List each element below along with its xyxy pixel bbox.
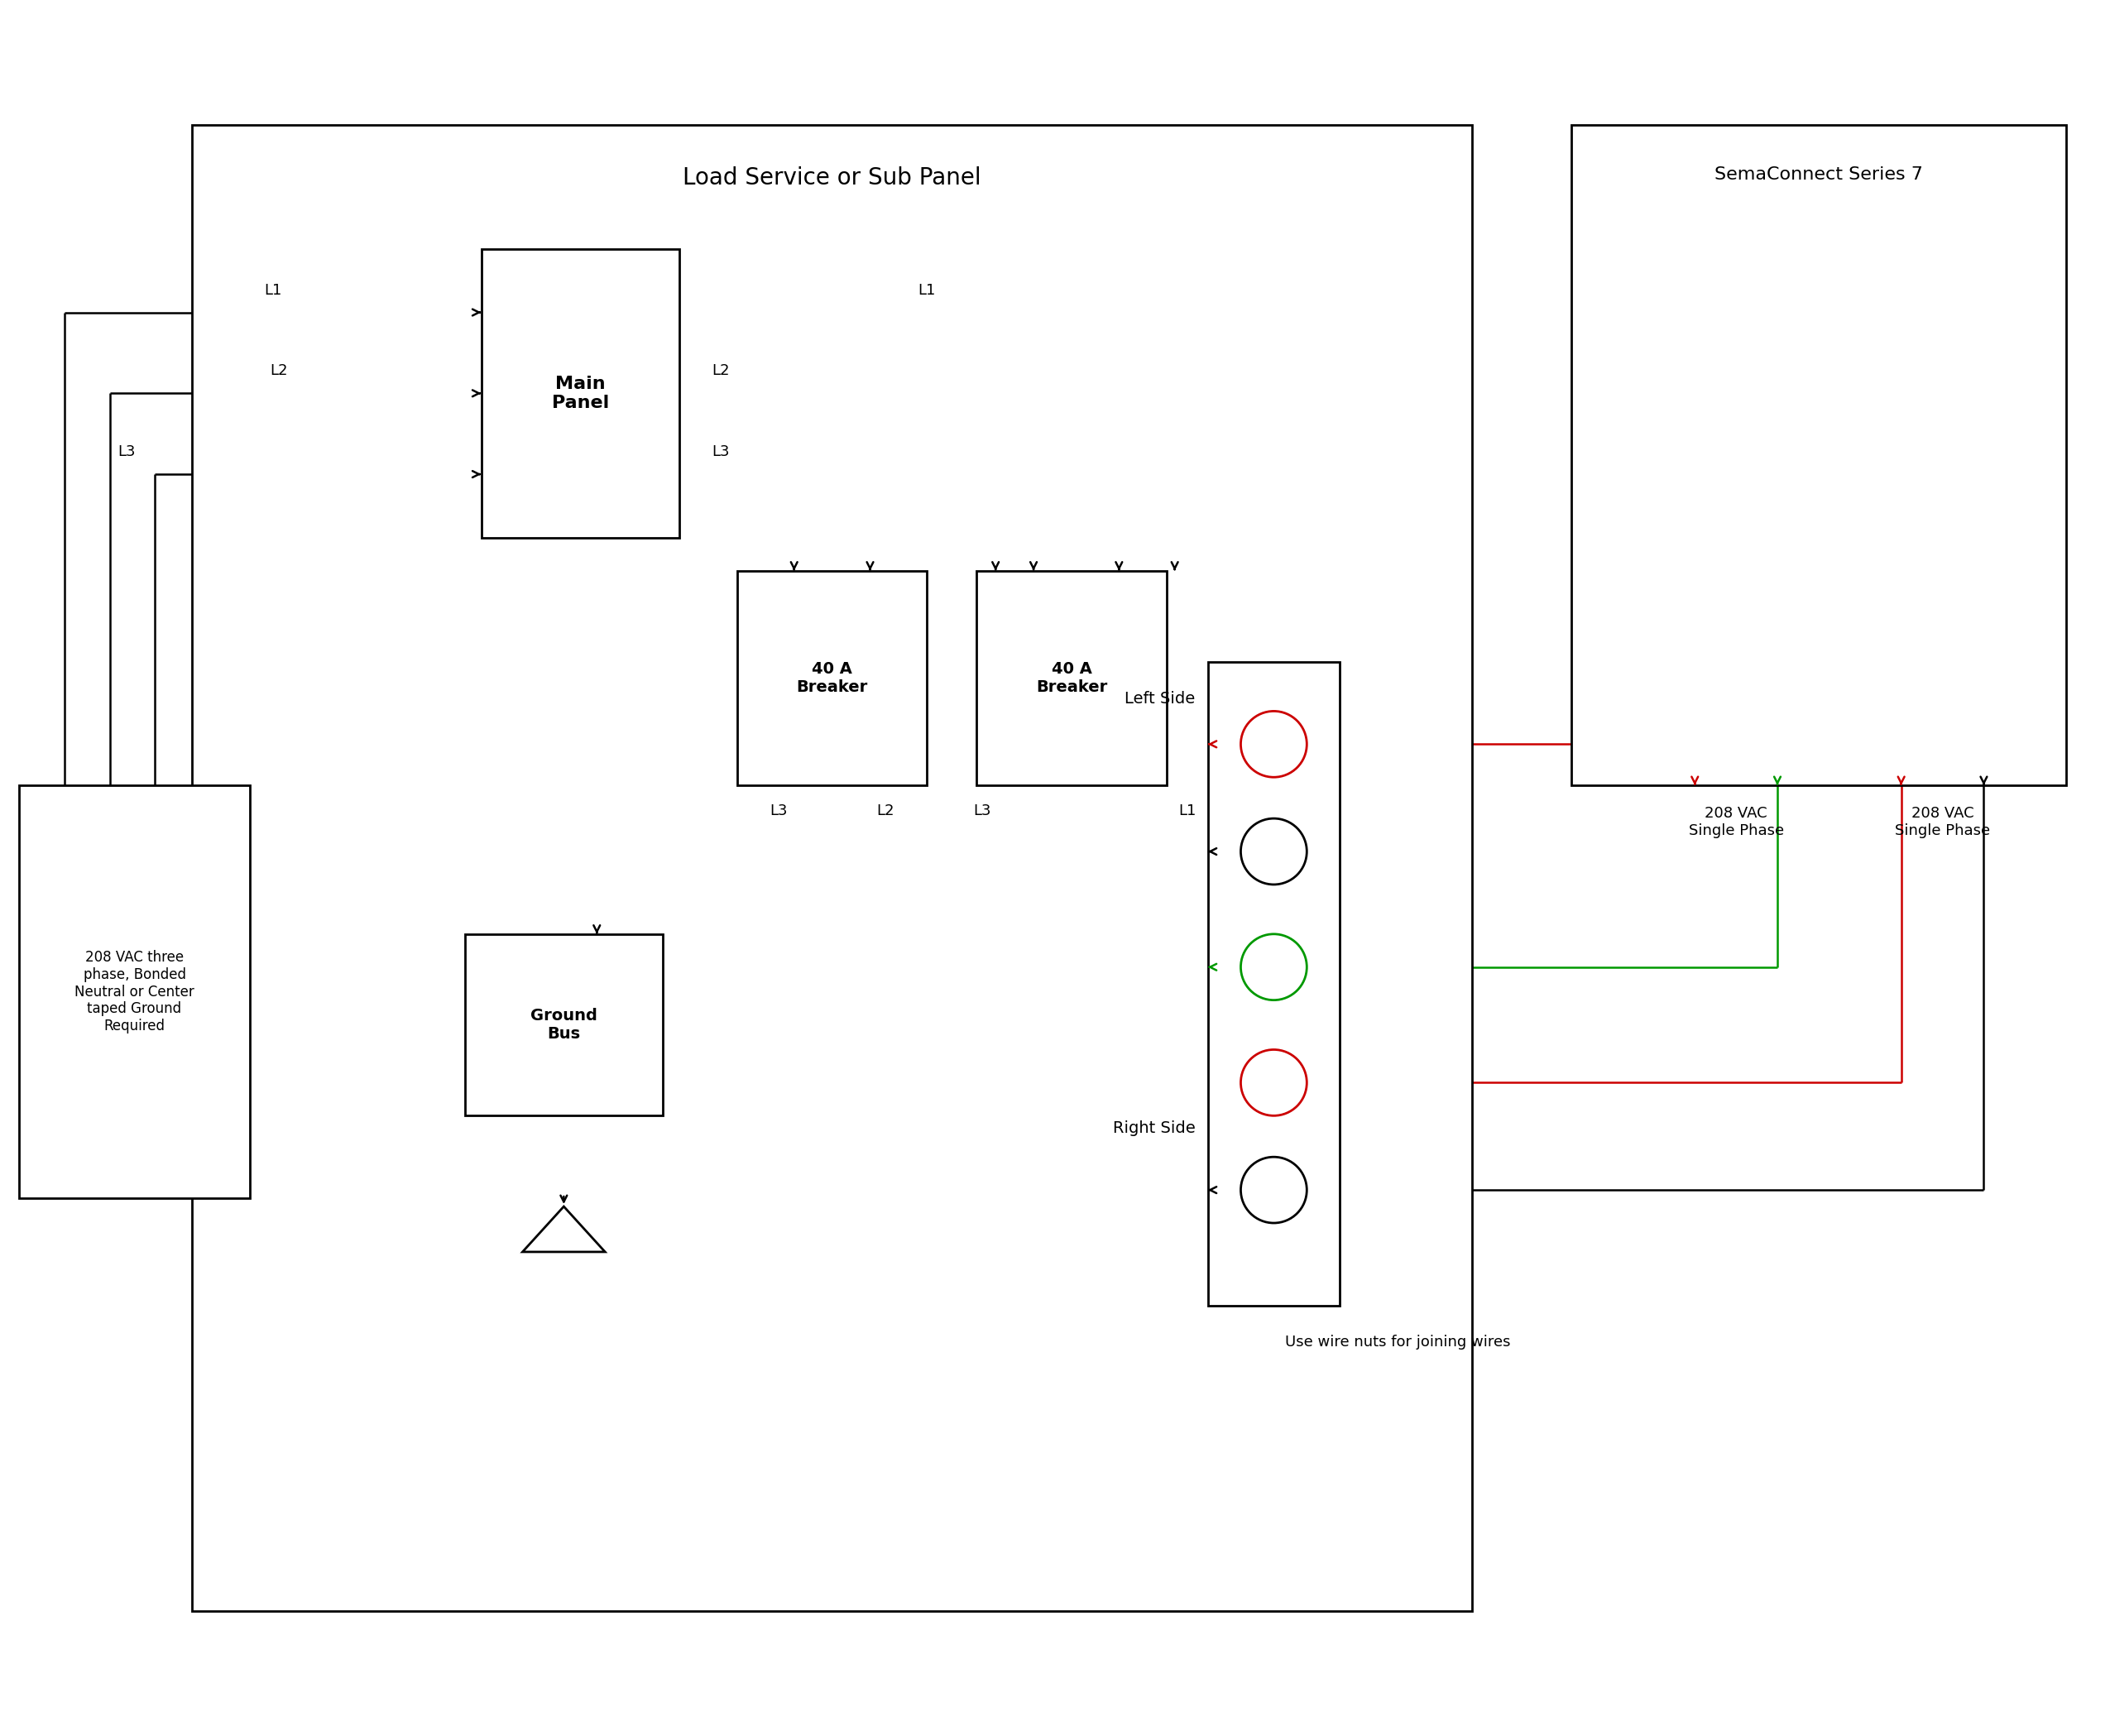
Text: Ground
Bus: Ground Bus <box>530 1009 597 1042</box>
Bar <box>464 934 663 1116</box>
Text: L3: L3 <box>711 444 730 460</box>
Text: 40 A
Breaker: 40 A Breaker <box>795 661 867 694</box>
Text: 208 VAC
Single Phase: 208 VAC Single Phase <box>1688 806 1783 838</box>
Circle shape <box>1241 1050 1306 1116</box>
Text: 208 VAC
Single Phase: 208 VAC Single Phase <box>1895 806 1990 838</box>
Circle shape <box>1241 1156 1306 1222</box>
Text: L3: L3 <box>770 804 787 818</box>
Text: SemaConnect Series 7: SemaConnect Series 7 <box>1715 167 1922 182</box>
Text: L2: L2 <box>711 363 730 378</box>
Text: L1: L1 <box>264 283 281 297</box>
Bar <box>977 571 1167 785</box>
Text: L3: L3 <box>118 444 135 460</box>
Text: L2: L2 <box>876 804 895 818</box>
Text: 40 A
Breaker: 40 A Breaker <box>1036 661 1108 694</box>
Text: L2: L2 <box>270 363 287 378</box>
Text: Left Side: Left Side <box>1125 691 1196 707</box>
Text: Load Service or Sub Panel: Load Service or Sub Panel <box>684 167 981 189</box>
Circle shape <box>1241 818 1306 885</box>
Text: L3: L3 <box>973 804 992 818</box>
Circle shape <box>1241 712 1306 778</box>
Text: L1: L1 <box>918 283 937 297</box>
Text: Right Side: Right Side <box>1112 1120 1196 1135</box>
Bar <box>1572 125 2066 785</box>
Text: L1: L1 <box>1179 804 1196 818</box>
Bar <box>481 248 679 538</box>
Text: Use wire nuts for joining wires: Use wire nuts for joining wires <box>1285 1335 1511 1349</box>
Text: 208 VAC three
phase, Bonded
Neutral or Center
taped Ground
Required: 208 VAC three phase, Bonded Neutral or C… <box>74 950 194 1033</box>
Bar <box>736 571 926 785</box>
Text: Main
Panel: Main Panel <box>551 375 610 411</box>
Bar <box>1207 661 1340 1305</box>
Bar <box>19 785 251 1198</box>
Bar <box>192 125 1473 1611</box>
Circle shape <box>1241 934 1306 1000</box>
